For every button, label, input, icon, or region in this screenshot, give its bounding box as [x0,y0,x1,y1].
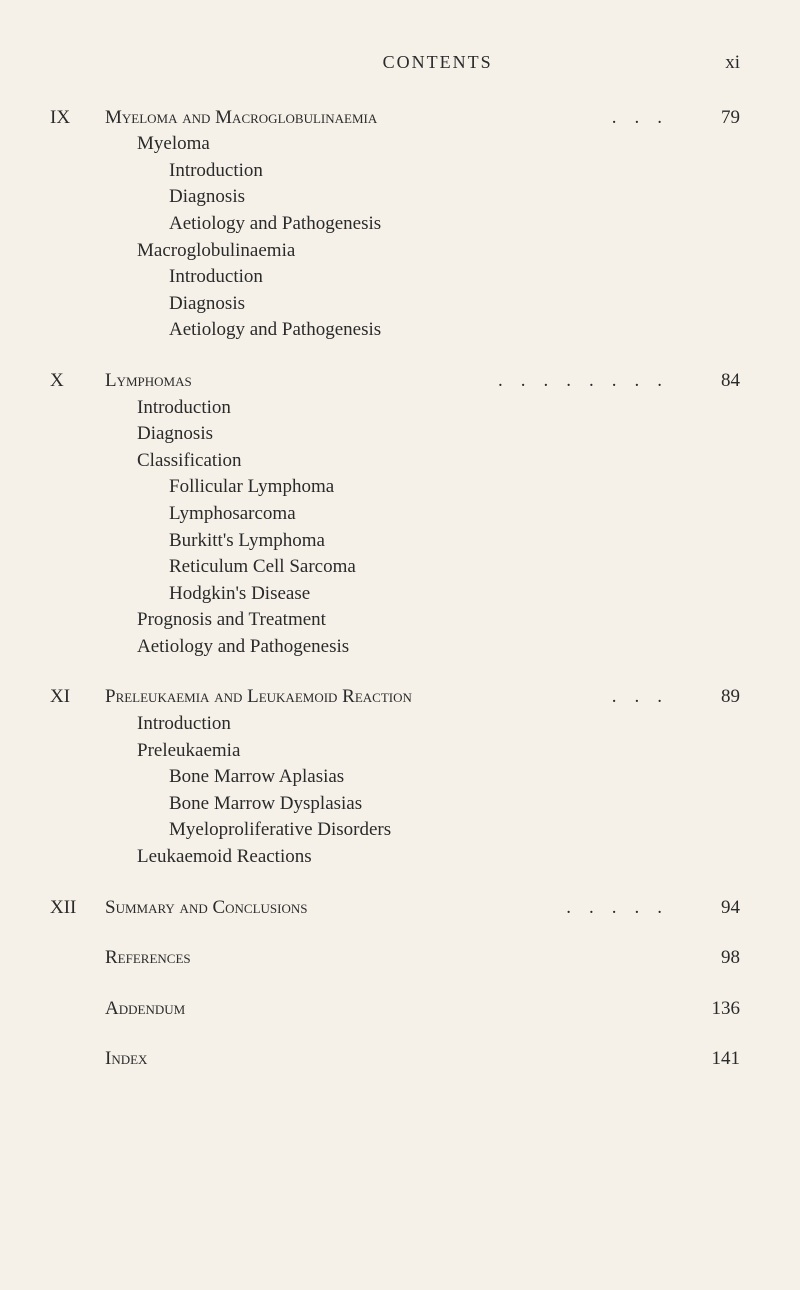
chapter-entry: XIISummary and Conclusions.....94 [50,895,740,922]
chapter-number: IX [50,105,105,344]
chapter-number: XI [50,684,105,870]
chapter-subitem: Diagnosis [105,184,740,211]
chapter-subitem: Leukaemoid Reactions [105,844,740,871]
chapter-subitem: Diagnosis [105,421,740,448]
chapter-subitem: Introduction [105,395,740,422]
chapter-title-row: Myeloma and Macroglobulinaemia...79 [105,105,740,132]
chapter-subitem: Aetiology and Pathogenesis [105,634,740,661]
spacer [185,996,690,1023]
chapter-subitem: Bone Marrow Aplasias [105,764,740,791]
chapter-body: Summary and Conclusions.....94 [105,895,740,922]
page-roman-numeral: xi [725,50,740,77]
chapter-title: Preleukaemia and Leukaemoid Reaction [105,684,412,711]
chapter-subitem: Follicular Lymphoma [105,474,740,501]
chapter-subitem: Myeloma [105,131,740,158]
chapter-subitem: Bone Marrow Dysplasias [105,791,740,818]
chapter-title: Summary and Conclusions [105,895,307,922]
chapter-title: Myeloma and Macroglobulinaemia [105,105,377,132]
chapter-page-number: 89 [690,684,740,711]
chapter-body: Lymphomas........84IntroductionDiagnosis… [105,368,740,661]
sections-list: References 98 Addendum 136 Index 141 [50,945,740,1073]
leader-dots: ... [412,684,690,711]
spacer [147,1046,690,1073]
leader-dots: ..... [307,895,690,922]
section-title: References [105,945,191,972]
chapter-title-row: Summary and Conclusions.....94 [105,895,740,922]
chapter-title-row: Lymphomas........84 [105,368,740,395]
chapter-page-number: 94 [690,895,740,922]
chapter-subitem: Myeloproliferative Disorders [105,817,740,844]
chapter-entry: XIPreleukaemia and Leukaemoid Reaction..… [50,684,740,870]
chapter-page-number: 79 [690,105,740,132]
section-page-number: 136 [690,996,740,1023]
page-header: CONTENTS xi [50,50,740,77]
chapter-entry: XLymphomas........84IntroductionDiagnosi… [50,368,740,661]
section-page-number: 141 [690,1046,740,1073]
chapter-subitem: Introduction [105,711,740,738]
spacer [191,945,690,972]
section-entry: References 98 [50,945,740,972]
leader-dots: ........ [192,368,690,395]
chapter-body: Preleukaemia and Leukaemoid Reaction...8… [105,684,740,870]
chapter-subitem: Preleukaemia [105,738,740,765]
section-page-number: 98 [690,945,740,972]
chapter-subitem: Lymphosarcoma [105,501,740,528]
chapter-subitem: Prognosis and Treatment [105,607,740,634]
chapter-page-number: 84 [690,368,740,395]
chapter-subitem: Introduction [105,264,740,291]
section-title: Index [105,1046,147,1073]
chapter-body: Myeloma and Macroglobulinaemia...79Myelo… [105,105,740,344]
chapter-subitem: Aetiology and Pathogenesis [105,211,740,238]
chapter-number: XII [50,895,105,922]
chapter-subitem: Classification [105,448,740,475]
chapter-subitem: Reticulum Cell Sarcoma [105,554,740,581]
chapter-subitem: Burkitt's Lymphoma [105,528,740,555]
chapter-subitem: Hodgkin's Disease [105,581,740,608]
header-title: CONTENTS [150,50,725,77]
section-entry: Index 141 [50,1046,740,1073]
chapter-subitem: Diagnosis [105,291,740,318]
chapters-list: IXMyeloma and Macroglobulinaemia...79Mye… [50,105,740,922]
leader-dots: ... [377,105,690,132]
chapter-subitem: Introduction [105,158,740,185]
chapter-number: X [50,368,105,661]
section-entry: Addendum 136 [50,996,740,1023]
chapter-subitem: Aetiology and Pathogenesis [105,317,740,344]
chapter-subitem: Macroglobulinaemia [105,238,740,265]
chapter-title-row: Preleukaemia and Leukaemoid Reaction...8… [105,684,740,711]
section-title: Addendum [105,996,185,1023]
chapter-entry: IXMyeloma and Macroglobulinaemia...79Mye… [50,105,740,344]
chapter-title: Lymphomas [105,368,192,395]
